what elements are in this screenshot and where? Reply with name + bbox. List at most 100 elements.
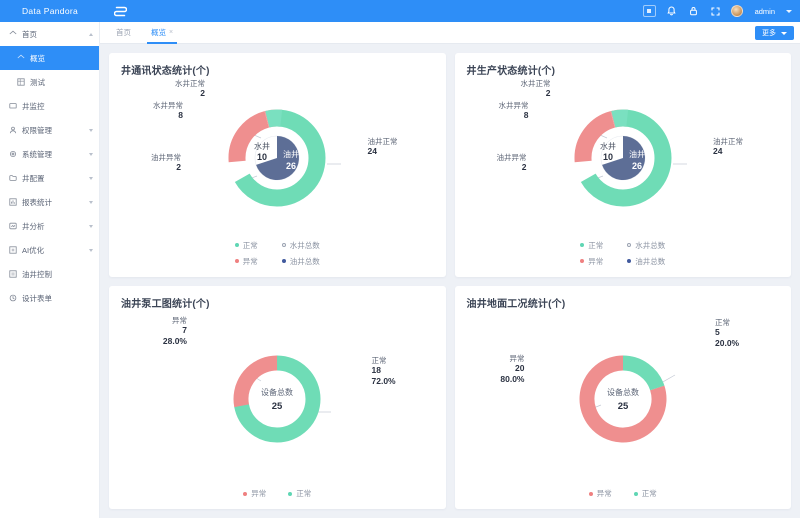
chart-icon	[9, 198, 17, 206]
green-dot-icon	[580, 243, 585, 247]
tab-bar: 首页 概览 × 更多	[100, 22, 800, 44]
home-icon	[9, 30, 17, 38]
sidebar-item-5[interactable]: 系统管理	[0, 142, 99, 166]
sidebar-item-label: 报表统计	[22, 197, 52, 207]
grid-icon	[17, 78, 25, 86]
sidebar-item-9[interactable]: AI优化	[0, 238, 99, 262]
sidebar-item-label: 油井控制	[22, 269, 52, 279]
tab-overview[interactable]: 概览 ×	[141, 22, 183, 44]
sidebar-item-label: 概览	[30, 53, 45, 63]
card-pump-diagram-stats: 油井泵工图统计(个)	[109, 285, 446, 509]
close-icon[interactable]: ×	[169, 29, 174, 36]
legend-item-normal[interactable]: 正常	[633, 488, 657, 499]
screen-icon[interactable]	[642, 5, 656, 17]
chevron-down-icon[interactable]	[89, 200, 93, 204]
sidebar-item-7[interactable]: 报表统计	[0, 190, 99, 214]
green-dot-icon	[234, 243, 239, 247]
red-dot-icon	[580, 259, 585, 263]
sidebar-item-4[interactable]: 权限管理	[0, 118, 99, 142]
legend-item-oil-total[interactable]: 油井总数	[627, 256, 665, 267]
legend-item-abnormal[interactable]: 异常	[580, 256, 603, 267]
tab-home-label: 首页	[116, 28, 131, 37]
sidebar-item-6[interactable]: 井配置	[0, 166, 99, 190]
legend-item-abnormal[interactable]: 异常	[588, 488, 612, 499]
chart-legend: 正常 水井总数 异常 油井总数	[467, 240, 780, 273]
legend-item-abnormal[interactable]: 异常	[243, 488, 266, 499]
sidebar-item-8[interactable]: 井分析	[0, 214, 99, 238]
label-water-abnormal: 水井异常 8	[153, 101, 183, 121]
svg-text:水井: 水井	[600, 141, 616, 151]
inner-slice-oil	[256, 136, 300, 181]
gear-icon	[9, 150, 17, 158]
legend-item-normal[interactable]: 正常	[234, 240, 258, 251]
sidebar-item-label: 井监控	[22, 101, 45, 111]
legend-item-oil-total[interactable]: 油井总数	[281, 256, 320, 267]
sidebar-item-1[interactable]: 概览	[0, 46, 99, 70]
page-title: 井生产状态统计(个)	[466, 66, 556, 77]
chevron-up-icon[interactable]	[89, 32, 93, 36]
user-name-label: admin	[754, 6, 775, 16]
chevron-down-icon[interactable]	[89, 224, 93, 228]
chevron-down-icon[interactable]	[89, 128, 93, 132]
chart-well-production: 水井 10 油井 26 水井正常 2 水井异常 8	[467, 77, 780, 240]
sidebar-item-label: 井配置	[22, 173, 45, 183]
avatar[interactable]	[730, 5, 743, 17]
donut-chart: 设备总数 25	[121, 310, 434, 489]
sidebar-item-3[interactable]: 井监控	[0, 94, 99, 118]
slice-abnormal	[233, 355, 321, 443]
chevron-down-icon[interactable]	[89, 176, 93, 180]
svg-text:26: 26	[286, 161, 296, 171]
sidebar-item-2[interactable]: 测试	[0, 70, 99, 94]
form-icon	[9, 294, 17, 302]
svg-text:设备总数: 设备总数	[261, 387, 293, 397]
donut-chart: 设备总数 25	[467, 310, 780, 489]
label-oil-abnormal: 油井异常 2	[496, 153, 527, 173]
lock-icon[interactable]	[687, 5, 700, 18]
more-button-label: 更多	[762, 30, 776, 37]
sidebar-item-11[interactable]: 设计表单	[0, 286, 99, 310]
legend-item-normal[interactable]: 正常	[580, 240, 603, 251]
content-area: 首页 概览 × 更多 井通讯状态统计(个)	[100, 22, 800, 518]
label-abnormal: 异常 20 80.0%	[500, 353, 525, 384]
red-dot-icon	[243, 491, 248, 496]
fullscreen-icon[interactable]	[709, 5, 722, 18]
donut-chart: 水井 10 油井 26	[121, 77, 434, 240]
donut-chart: 水井 10 油井 26	[467, 77, 780, 240]
sidebar-item-label: 井分析	[22, 221, 45, 231]
page-title: 油井地面工况统计(个)	[466, 298, 566, 310]
blue-dot-icon	[627, 259, 632, 263]
legend-item-water-total[interactable]: 水井总数	[281, 240, 320, 251]
bell-icon[interactable]	[665, 5, 678, 18]
monitor-icon	[9, 102, 17, 110]
label-oil-normal: 油井正常 24	[713, 137, 743, 157]
chevron-down-icon[interactable]	[89, 152, 93, 156]
control-icon	[9, 270, 17, 278]
chart-legend: 异常 正常	[121, 488, 434, 505]
label-oil-normal: 油井正常 24	[367, 137, 398, 157]
main-body: 首页 概览 测试 井监控 权限管理 系统管理 井配置 报表统计 井分析 AI优化 油井控制 设计表单 …	[0, 22, 800, 518]
blue-dot-icon	[281, 259, 286, 263]
red-dot-icon	[588, 491, 593, 496]
chevron-down-icon[interactable]	[786, 9, 792, 13]
top-header-bar: Data Pandora admin	[0, 0, 800, 22]
legend-item-abnormal[interactable]: 异常	[234, 256, 258, 267]
green-dot-icon	[633, 491, 638, 496]
header-icon-group: admin	[642, 5, 800, 18]
menu-collapse-icon[interactable]	[100, 0, 140, 22]
tab-home[interactable]: 首页	[106, 22, 141, 44]
sidebar-item-label: AI优化	[22, 245, 45, 255]
legend-item-water-total[interactable]: 水井总数	[627, 240, 665, 251]
sidebar-item-label: 权限管理	[22, 125, 52, 135]
sidebar-item-0[interactable]: 首页	[0, 22, 99, 46]
page-title: 油井泵工图统计(个)	[121, 298, 210, 310]
more-button[interactable]: 更多	[755, 26, 794, 40]
red-dot-icon	[234, 259, 239, 263]
chart-well-communication: 水井 10 油井 26 水井正常 2 水井异常 8	[121, 77, 434, 240]
chart-legend: 异常 正常	[467, 488, 780, 505]
label-normal: 正常 5 20.0%	[715, 317, 740, 348]
chevron-down-icon[interactable]	[89, 248, 93, 252]
sidebar-item-label: 测试	[30, 77, 45, 87]
legend-item-normal[interactable]: 正常	[288, 488, 311, 499]
svg-text:25: 25	[272, 401, 283, 412]
sidebar-item-10[interactable]: 油井控制	[0, 262, 99, 286]
